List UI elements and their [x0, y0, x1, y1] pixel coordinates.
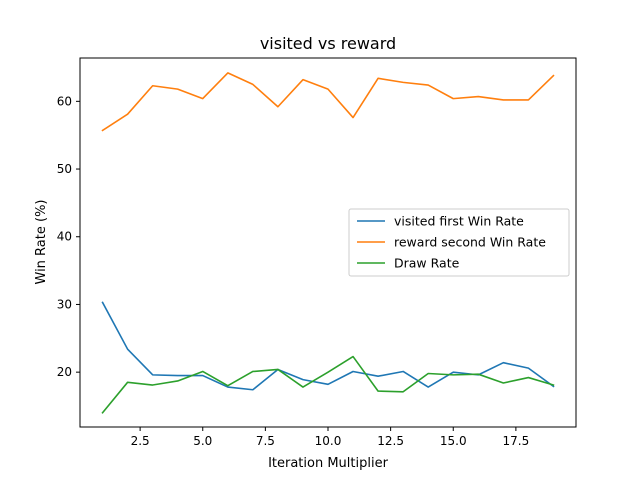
y-tick-label: 30 [57, 297, 72, 311]
y-tick-label: 20 [57, 365, 72, 379]
y-axis-label: Win Rate (%) [34, 200, 49, 285]
x-tick-label: 15.0 [440, 434, 467, 448]
y-tick-label: 60 [57, 94, 72, 108]
series-line-3 [101, 355, 555, 414]
x-tick-label: 10.0 [315, 434, 342, 448]
legend-label: visited first Win Rate [394, 214, 524, 229]
x-axis-label: Iteration Multiplier [268, 456, 389, 471]
legend: visited first Win Rate reward second Win … [348, 208, 570, 277]
x-tick-label: 2.5 [131, 434, 150, 448]
x-tick-label: 5.0 [193, 434, 212, 448]
legend-label: Draw Rate [394, 256, 460, 271]
series-lines [101, 72, 555, 414]
legend-label: reward second Win Rate [394, 235, 546, 250]
x-tick-label: 7.5 [256, 434, 275, 448]
y-tick-label: 40 [57, 230, 72, 244]
series-line-2 [101, 72, 555, 132]
legend-box [348, 208, 570, 277]
x-tick-label: 12.5 [377, 434, 404, 448]
y-axis: 20 30 40 50 60 [57, 94, 80, 379]
x-tick-label: 17.5 [503, 434, 530, 448]
x-axis: 2.5 5.0 7.5 10.0 12.5 15.0 17.5 [131, 427, 530, 448]
y-tick-label: 50 [57, 162, 72, 176]
chart-title: visited vs reward [260, 34, 396, 53]
